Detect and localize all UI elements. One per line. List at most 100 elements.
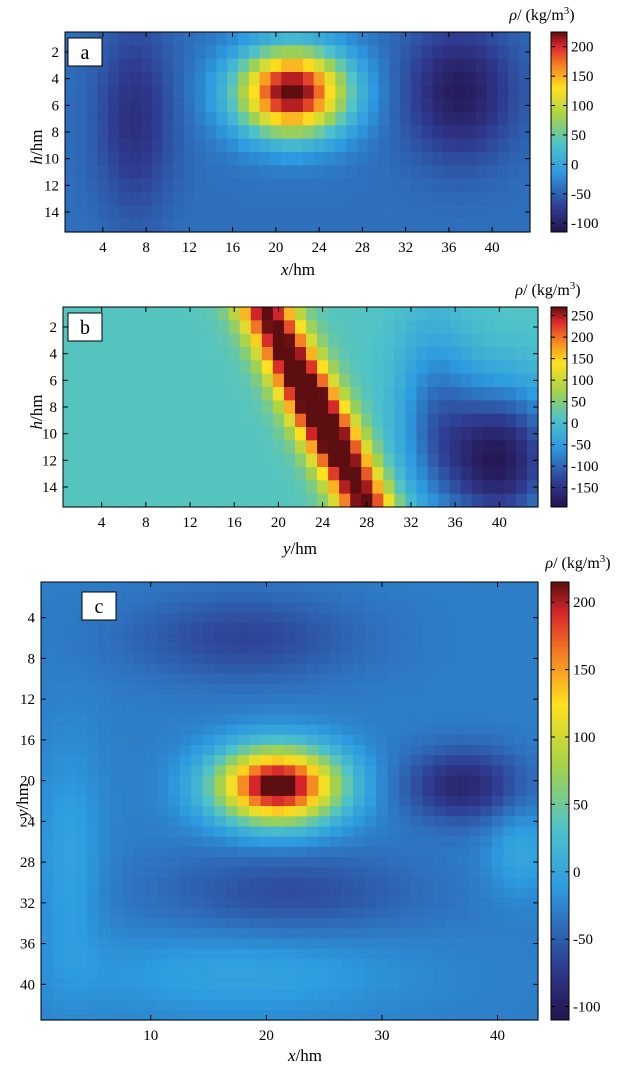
heat-cell bbox=[65, 85, 77, 100]
heat-cell bbox=[335, 218, 347, 233]
heat-cell bbox=[491, 724, 504, 736]
heat-cell bbox=[410, 867, 424, 878]
heat-cell bbox=[98, 785, 111, 797]
heat-cell bbox=[491, 806, 504, 817]
heat-cell bbox=[179, 969, 192, 980]
heat-cell bbox=[519, 58, 531, 73]
heat-cell bbox=[133, 785, 146, 797]
heat-cell bbox=[249, 673, 262, 685]
heat-cell bbox=[306, 755, 319, 766]
heat-cell bbox=[156, 673, 169, 685]
heat-cell bbox=[281, 138, 293, 153]
heat-cell bbox=[87, 765, 100, 777]
heat-cell bbox=[493, 360, 506, 375]
heat-cell bbox=[75, 795, 88, 807]
heat-cell bbox=[457, 632, 470, 644]
heat-cell bbox=[87, 979, 100, 991]
heat-cell bbox=[519, 218, 531, 233]
heat-cell bbox=[468, 734, 481, 746]
heat-cell bbox=[183, 85, 196, 100]
heat-cell bbox=[239, 427, 252, 441]
heat-cell bbox=[85, 413, 97, 428]
heat-cell bbox=[41, 989, 54, 1001]
heat-cell bbox=[445, 989, 458, 1001]
heat-cell bbox=[41, 582, 54, 593]
heat-cell bbox=[225, 632, 239, 644]
heat-cell bbox=[427, 453, 440, 468]
heat-cell bbox=[194, 138, 207, 153]
heat-cell bbox=[433, 826, 447, 838]
heat-cell bbox=[400, 45, 412, 60]
heat-cell bbox=[491, 846, 504, 858]
heat-cell bbox=[202, 622, 215, 634]
heat-cell bbox=[468, 653, 481, 665]
heat-cell bbox=[376, 785, 389, 797]
heat-cell bbox=[399, 1009, 412, 1021]
heat-cell bbox=[98, 775, 111, 787]
heat-cell bbox=[302, 98, 315, 113]
heat-cell bbox=[346, 85, 358, 100]
heat-cell bbox=[445, 938, 458, 950]
heat-cell bbox=[292, 178, 304, 193]
heat-cell bbox=[191, 765, 204, 777]
heat-cell bbox=[376, 948, 389, 960]
heat-cell bbox=[416, 493, 429, 508]
heat-cell bbox=[433, 938, 447, 950]
heat-cell bbox=[445, 877, 458, 889]
heat-cell bbox=[346, 178, 358, 193]
heat-cell bbox=[168, 826, 181, 838]
heat-cell bbox=[145, 928, 158, 940]
heat-cell bbox=[238, 45, 250, 60]
heat-cell bbox=[64, 867, 77, 878]
heat-cell bbox=[140, 333, 152, 348]
heat-cell bbox=[216, 98, 228, 113]
heat-cell bbox=[41, 1009, 54, 1021]
heat-cell bbox=[421, 218, 434, 233]
heat-cell bbox=[85, 347, 97, 361]
heat-cell bbox=[227, 112, 239, 126]
heat-cell bbox=[214, 806, 227, 817]
heat-cell bbox=[195, 413, 208, 428]
heat-cell bbox=[237, 826, 250, 838]
heat-cell bbox=[376, 592, 389, 603]
heat-cell bbox=[194, 98, 207, 113]
heat-cell bbox=[63, 387, 75, 401]
heat-cell bbox=[329, 836, 343, 848]
heat-cell bbox=[400, 138, 412, 153]
heat-cell bbox=[98, 1009, 111, 1021]
heat-cell bbox=[383, 333, 395, 348]
heat-cell bbox=[195, 453, 208, 468]
heat-cell bbox=[399, 592, 412, 603]
heat-cell bbox=[432, 152, 445, 166]
heat-cell bbox=[238, 165, 250, 180]
heat-cell bbox=[526, 969, 539, 980]
heat-cell bbox=[168, 979, 181, 991]
heat-cell bbox=[335, 152, 347, 166]
heat-cell bbox=[427, 480, 440, 495]
heat-cell bbox=[110, 979, 123, 991]
heat-cell bbox=[52, 683, 65, 695]
heat-cell bbox=[475, 152, 488, 166]
heat-cell bbox=[313, 138, 326, 153]
heat-cell bbox=[75, 72, 88, 86]
heat-cell bbox=[162, 32, 174, 46]
heat-cell bbox=[206, 453, 219, 468]
heat-cell bbox=[329, 877, 343, 889]
heat-cell bbox=[445, 867, 458, 878]
heat-cell bbox=[346, 72, 358, 86]
heat-cell bbox=[214, 999, 227, 1011]
heat-cell bbox=[261, 413, 274, 428]
heat-cell bbox=[376, 653, 389, 665]
heat-cell bbox=[457, 643, 470, 654]
heat-cell bbox=[329, 795, 343, 807]
heat-cell bbox=[195, 400, 208, 415]
heat-cell bbox=[376, 734, 389, 746]
heat-cell bbox=[145, 643, 158, 654]
heat-cell bbox=[400, 205, 412, 220]
heat-cell bbox=[87, 622, 100, 634]
heat-cell bbox=[457, 602, 470, 614]
heat-cell bbox=[335, 98, 347, 113]
heat-cell bbox=[98, 653, 111, 665]
heat-cell bbox=[151, 125, 163, 140]
heat-cell bbox=[107, 307, 119, 321]
